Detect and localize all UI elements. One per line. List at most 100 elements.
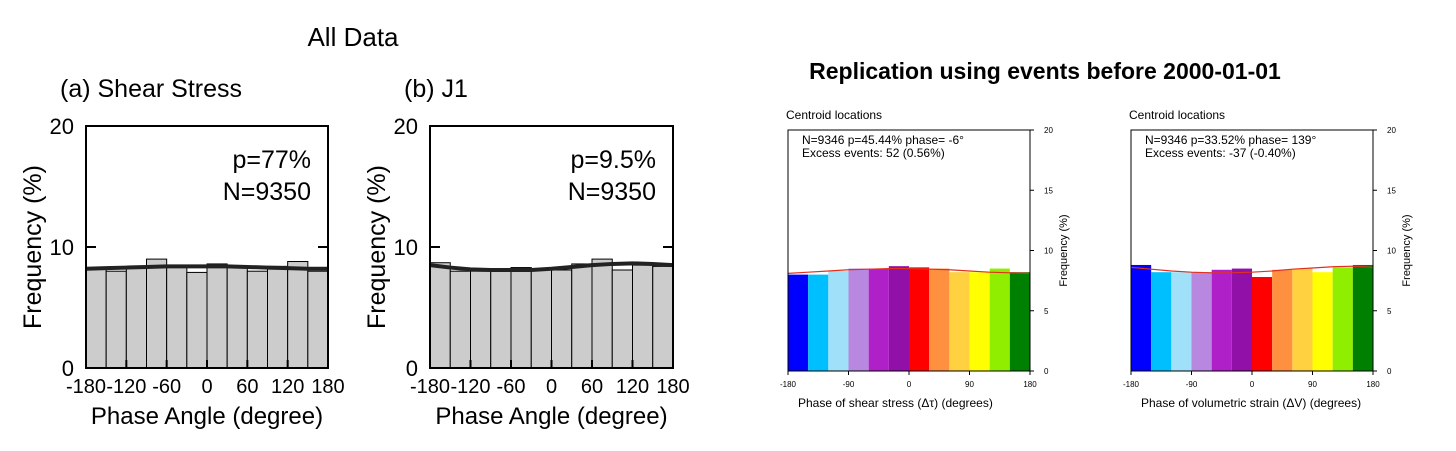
- y-tick-label: 20: [1044, 126, 1053, 135]
- x-tick-label: 0: [546, 376, 557, 398]
- y-tick-label: 10: [394, 235, 418, 260]
- histogram-bar: [125, 267, 148, 369]
- histogram-bar: [429, 262, 451, 369]
- histogram-bar: [929, 268, 950, 371]
- histogram-bar: [949, 272, 970, 371]
- x-tick-label: 180: [1023, 380, 1037, 389]
- histogram-bar: [1151, 272, 1172, 371]
- chart-panel-4: Centroid locations 0 5 10 15 20 -180 -90 0 90 180 P…: [1123, 108, 1413, 410]
- x-tick-label: -180: [410, 376, 450, 398]
- histogram-bar: [246, 270, 268, 369]
- histogram-bar: [848, 268, 869, 371]
- y-tick-label: 20: [50, 114, 74, 139]
- x-tick-label: 180: [311, 376, 344, 398]
- histogram-bar: [611, 269, 633, 369]
- histogram-bar: [1211, 269, 1232, 371]
- histogram-bar: [105, 270, 127, 369]
- y-tick-label: 0: [62, 356, 74, 381]
- x-axis-label: Phase Angle (degree): [91, 403, 323, 430]
- histogram-bar: [226, 267, 248, 369]
- x-tick-label: 180: [1366, 380, 1380, 389]
- histogram-bar: [449, 270, 471, 369]
- histogram-bar: [1191, 272, 1212, 371]
- y-tick-label: 0: [1044, 367, 1049, 376]
- x-tick-label: 120: [271, 376, 304, 398]
- fit-curve: [85, 264, 328, 271]
- histogram-bar: [1332, 267, 1353, 371]
- stat-annotation: p=9.5%: [571, 146, 657, 174]
- histogram-bar: [186, 271, 208, 369]
- stat-annotation: N=9346 p=33.52% phase= 139°: [1145, 133, 1316, 147]
- y-axis-label: Frequency (%): [1401, 214, 1413, 286]
- x-tick-label: 180: [656, 376, 689, 398]
- chart-panel-3: Centroid locations 0 5 10 15 20 -180 -90 0 90 180 P…: [780, 108, 1070, 410]
- histogram-bar: [909, 267, 930, 371]
- stat-annotation: N=9350: [568, 178, 656, 206]
- panel-title: Centroid locations: [1129, 108, 1225, 122]
- y-axis-label: Frequency (%): [363, 165, 391, 329]
- histogram-bar: [510, 267, 532, 369]
- histogram-bar: [1252, 277, 1273, 371]
- y-tick-label: 15: [1044, 186, 1053, 195]
- x-axis-label: Phase of shear stress (Δτ) (degrees): [798, 396, 993, 410]
- histogram-bar: [267, 265, 289, 369]
- fit-curve: [1130, 265, 1374, 274]
- x-tick-label: 0: [201, 376, 212, 398]
- histogram-bar: [470, 270, 492, 369]
- histogram-bar: [530, 269, 552, 369]
- x-tick-label: -180: [1123, 380, 1140, 389]
- histogram-bar: [307, 270, 329, 369]
- left-group-title: All Data: [307, 22, 399, 52]
- fit-curve: [787, 267, 1031, 274]
- x-tick-label: -120: [106, 376, 146, 398]
- x-tick-label: -90: [1186, 380, 1198, 389]
- histogram-bar: [1312, 272, 1333, 371]
- histogram-bar: [85, 267, 107, 369]
- histogram-bar: [868, 268, 889, 371]
- histogram-bar: [828, 270, 849, 371]
- x-tick-label: -60: [497, 376, 526, 398]
- panel-title: Centroid locations: [786, 108, 882, 122]
- histogram-bar: [1272, 269, 1293, 371]
- histogram-bar: [808, 274, 829, 371]
- histogram-bar: [591, 258, 613, 369]
- histogram-bar: [652, 265, 674, 369]
- histogram-bar: [571, 263, 593, 369]
- histogram-bar: [1231, 268, 1252, 371]
- chart-panel-2: (b) J1 0 10 20 -180 -120 -60 0 60 120 180 Phase Ang…: [363, 75, 690, 430]
- x-tick-label: 90: [1308, 380, 1317, 389]
- stat-annotation: N=9346 p=45.44% phase= -6°: [802, 133, 964, 147]
- x-tick-label: 90: [965, 380, 974, 389]
- panel-title: (a) Shear Stress: [60, 75, 242, 103]
- y-tick-label: 20: [394, 114, 418, 139]
- stat-annotation: Excess events: 52 (0.56%): [802, 146, 945, 160]
- fit-curve: [429, 261, 674, 272]
- x-tick-label: 0: [1250, 380, 1255, 389]
- y-tick-label: 10: [1044, 247, 1053, 256]
- y-tick-label: 20: [1387, 126, 1396, 135]
- histogram-bar: [888, 266, 909, 371]
- x-axis-label: Phase Angle (degree): [435, 403, 667, 430]
- y-tick-label: 15: [1387, 186, 1396, 195]
- y-tick-label: 0: [1387, 367, 1392, 376]
- x-tick-label: -90: [843, 380, 855, 389]
- y-axis-label: Frequency (%): [1058, 214, 1070, 286]
- right-group-title: Replication using events before 2000-01-…: [809, 58, 1281, 84]
- histogram-bar: [1131, 264, 1152, 371]
- y-tick-label: 10: [1387, 247, 1396, 256]
- histogram-bar: [989, 268, 1010, 371]
- x-tick-label: 0: [907, 380, 912, 389]
- x-tick-label: -120: [450, 376, 490, 398]
- histogram-bar: [146, 258, 168, 369]
- y-axis-label: Frequency (%): [19, 165, 47, 329]
- histogram-bar: [969, 272, 990, 371]
- panel-title: (b) J1: [404, 75, 468, 103]
- histogram-bar: [551, 269, 573, 369]
- histogram-bar: [632, 264, 654, 369]
- histogram-bar: [287, 261, 309, 369]
- y-tick-label: 5: [1387, 307, 1392, 316]
- x-tick-label: 60: [236, 376, 258, 398]
- stat-annotation: p=77%: [232, 146, 311, 174]
